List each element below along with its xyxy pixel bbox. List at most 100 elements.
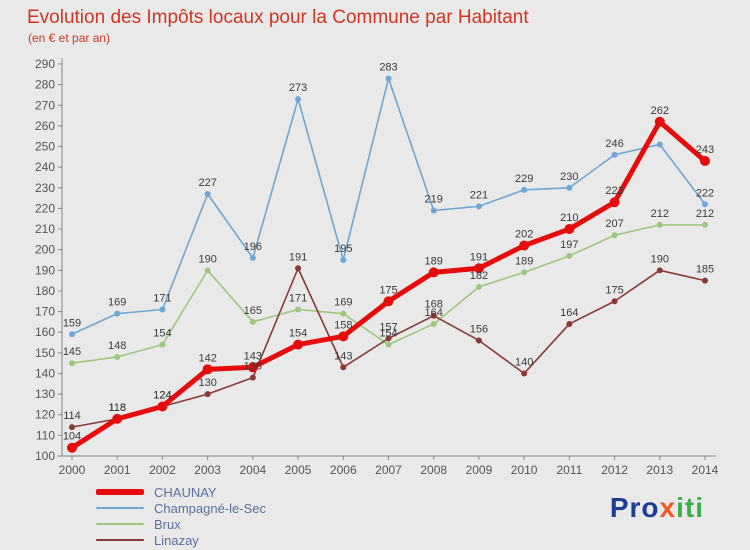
legend-label: Champagné-le-Sec	[154, 500, 267, 516]
svg-text:262: 262	[651, 105, 669, 117]
svg-text:118: 118	[108, 402, 126, 414]
svg-text:230: 230	[35, 181, 55, 195]
svg-text:222: 222	[696, 187, 714, 199]
svg-text:2014: 2014	[692, 463, 719, 477]
svg-text:130: 130	[35, 387, 55, 401]
legend-item-chaunay: CHAUNAY	[96, 484, 266, 500]
svg-text:142: 142	[198, 352, 216, 364]
svg-text:2006: 2006	[330, 463, 357, 477]
svg-text:246: 246	[605, 138, 623, 150]
svg-text:2011: 2011	[556, 463, 582, 477]
svg-text:2004: 2004	[240, 463, 267, 477]
svg-text:229: 229	[515, 173, 533, 185]
svg-text:170: 170	[35, 305, 55, 319]
svg-text:175: 175	[605, 284, 623, 296]
svg-text:175: 175	[379, 284, 397, 296]
svg-text:2002: 2002	[149, 463, 176, 477]
svg-text:164: 164	[425, 307, 443, 319]
logo-part: iti	[676, 492, 704, 523]
svg-text:180: 180	[35, 284, 55, 298]
svg-text:2001: 2001	[104, 463, 131, 477]
legend-swatch	[96, 507, 144, 509]
svg-text:221: 221	[470, 189, 488, 201]
svg-text:2003: 2003	[194, 463, 221, 477]
svg-text:104: 104	[63, 431, 81, 443]
svg-text:196: 196	[244, 241, 262, 253]
svg-text:2010: 2010	[511, 463, 538, 477]
legend-label: Brux	[154, 516, 181, 532]
svg-text:202: 202	[515, 229, 533, 241]
svg-text:158: 158	[334, 319, 352, 331]
svg-text:140: 140	[515, 356, 533, 368]
svg-text:165: 165	[244, 305, 262, 317]
svg-text:2009: 2009	[466, 463, 493, 477]
svg-text:143: 143	[334, 350, 352, 362]
svg-text:124: 124	[153, 389, 171, 401]
svg-text:240: 240	[35, 160, 55, 174]
svg-text:169: 169	[108, 297, 126, 309]
svg-text:273: 273	[289, 82, 307, 94]
legend-label: CHAUNAY	[154, 484, 217, 500]
svg-text:283: 283	[379, 61, 397, 73]
svg-text:157: 157	[379, 321, 397, 333]
svg-text:182: 182	[470, 270, 488, 282]
svg-text:191: 191	[289, 251, 307, 263]
svg-text:100: 100	[35, 449, 55, 463]
legend-swatch	[96, 523, 144, 525]
svg-text:189: 189	[515, 255, 533, 267]
svg-text:164: 164	[560, 307, 578, 319]
chart-title: Evolution des Impôts locaux pour la Comm…	[27, 7, 529, 28]
svg-text:154: 154	[153, 328, 171, 340]
svg-text:114: 114	[63, 410, 81, 422]
svg-text:143: 143	[244, 350, 262, 362]
svg-text:195: 195	[334, 243, 352, 255]
svg-text:2005: 2005	[285, 463, 312, 477]
svg-text:189: 189	[425, 255, 443, 267]
svg-text:140: 140	[35, 366, 55, 380]
proxiti-logo: Proxiti	[610, 492, 704, 524]
svg-text:250: 250	[35, 140, 55, 154]
svg-text:171: 171	[153, 293, 171, 305]
svg-text:197: 197	[560, 239, 578, 251]
svg-text:2007: 2007	[375, 463, 402, 477]
svg-text:171: 171	[289, 293, 307, 305]
svg-text:230: 230	[560, 171, 578, 183]
svg-text:2012: 2012	[601, 463, 628, 477]
svg-text:243: 243	[696, 144, 714, 156]
svg-text:124: 124	[153, 389, 171, 401]
svg-text:168: 168	[425, 299, 443, 311]
svg-text:154: 154	[379, 328, 397, 340]
svg-text:191: 191	[470, 251, 488, 263]
svg-text:138: 138	[244, 361, 262, 373]
svg-text:227: 227	[198, 177, 216, 189]
svg-text:207: 207	[605, 218, 623, 230]
legend-label: Linazay	[154, 532, 199, 548]
svg-text:160: 160	[35, 325, 55, 339]
svg-text:260: 260	[35, 119, 55, 133]
svg-text:219: 219	[425, 193, 443, 205]
svg-text:2000: 2000	[59, 463, 86, 477]
svg-text:190: 190	[198, 253, 216, 265]
svg-text:120: 120	[35, 408, 55, 422]
line-chart: 100 110 120 130 140 150 160 170 180 190 200 210 220 2…	[35, 57, 719, 477]
svg-text:110: 110	[36, 428, 55, 442]
svg-text:200: 200	[35, 243, 55, 257]
svg-text:210: 210	[35, 222, 55, 236]
svg-text:190: 190	[35, 263, 55, 277]
svg-text:2008: 2008	[420, 463, 447, 477]
legend-item-brux: Brux	[96, 516, 266, 532]
svg-text:156: 156	[470, 323, 488, 335]
svg-text:2013: 2013	[646, 463, 673, 477]
svg-text:145: 145	[63, 346, 81, 358]
legend-item-champagn-le-sec: Champagné-le-Sec	[96, 500, 266, 516]
svg-text:212: 212	[696, 208, 714, 220]
svg-text:169: 169	[334, 297, 352, 309]
svg-text:290: 290	[35, 57, 55, 71]
legend-item-linazay: Linazay	[96, 532, 266, 548]
svg-text:212: 212	[651, 208, 669, 220]
svg-text:130: 130	[198, 377, 216, 389]
svg-text:280: 280	[35, 78, 55, 92]
svg-text:159: 159	[63, 317, 81, 329]
svg-text:270: 270	[35, 98, 55, 112]
